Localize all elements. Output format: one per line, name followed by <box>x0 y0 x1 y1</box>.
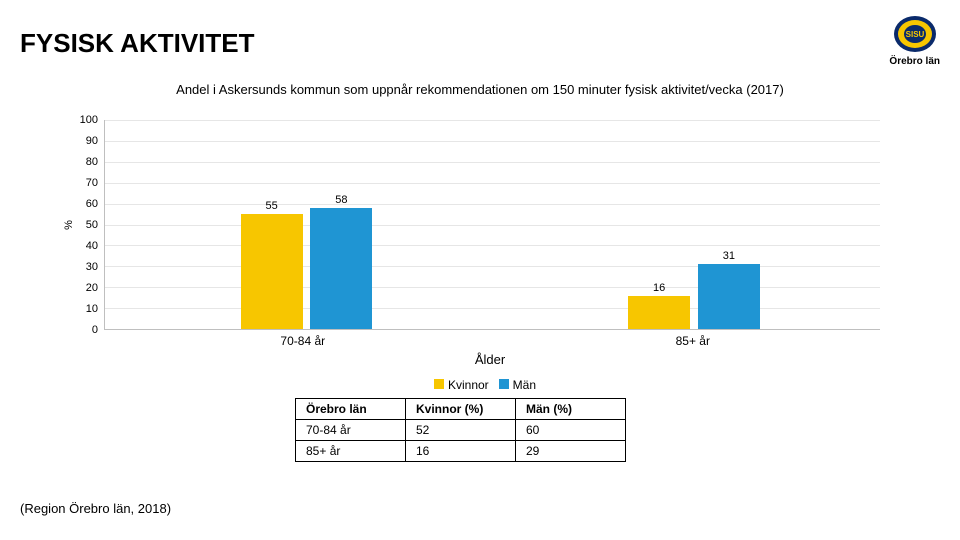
legend: Kvinnor Män <box>0 378 960 392</box>
bar-value-label: 16 <box>628 282 690 296</box>
y-tick: 20 <box>86 282 98 294</box>
table-cell: 85+ år <box>296 441 406 462</box>
sisu-logo: SISU Örebro län <box>889 14 940 67</box>
page-title: FYSISK AKTIVITET <box>20 28 255 59</box>
plot-area: 55581631 <box>104 120 880 330</box>
legend-swatch <box>434 379 444 389</box>
table-cell: 52 <box>406 420 516 441</box>
table-cell: 60 <box>516 420 626 441</box>
y-tick: 80 <box>86 156 98 168</box>
logo-icon: SISU <box>893 14 937 54</box>
source-citation: (Region Örebro län, 2018) <box>20 501 171 516</box>
y-tick: 70 <box>86 177 98 189</box>
legend-label: Kvinnor <box>448 378 489 392</box>
x-category-label: 85+ år <box>599 334 786 348</box>
bar-män: 31 <box>698 264 760 329</box>
table-header-cell: Kvinnor (%) <box>406 399 516 420</box>
x-axis-title: Ålder <box>100 352 880 367</box>
y-tick: 40 <box>86 240 98 252</box>
y-tick: 60 <box>86 198 98 210</box>
y-ticks: 0102030405060708090100 <box>70 120 98 330</box>
y-tick: 90 <box>86 135 98 147</box>
table-cell: 29 <box>516 441 626 462</box>
table-cell: 16 <box>406 441 516 462</box>
table-row: 70-84 år5260 <box>296 420 626 441</box>
logo-text: SISU <box>905 30 924 39</box>
chart-title: Andel i Askersunds kommun som uppnår rek… <box>0 82 960 99</box>
logo-subtext: Örebro län <box>889 56 940 67</box>
bar-value-label: 31 <box>698 250 760 264</box>
table-header-cell: Örebro län <box>296 399 406 420</box>
data-table: Örebro länKvinnor (%)Män (%)70-84 år5260… <box>295 398 626 462</box>
bar-chart: % 0102030405060708090100 55581631 70-84 … <box>100 120 880 330</box>
y-tick: 100 <box>80 114 98 126</box>
table-row: 85+ år1629 <box>296 441 626 462</box>
y-tick: 30 <box>86 261 98 273</box>
table-header-cell: Män (%) <box>516 399 626 420</box>
legend-label: Män <box>513 378 536 392</box>
y-tick: 0 <box>92 324 98 336</box>
bar-kvinnor: 55 <box>241 214 303 329</box>
x-category-label: 70-84 år <box>209 334 396 348</box>
y-tick: 50 <box>86 219 98 231</box>
table-cell: 70-84 år <box>296 420 406 441</box>
bar-män: 58 <box>310 208 372 329</box>
bar-value-label: 55 <box>241 200 303 214</box>
y-tick: 10 <box>86 303 98 315</box>
bar-kvinnor: 16 <box>628 296 690 329</box>
bar-value-label: 58 <box>310 194 372 208</box>
legend-swatch <box>499 379 509 389</box>
